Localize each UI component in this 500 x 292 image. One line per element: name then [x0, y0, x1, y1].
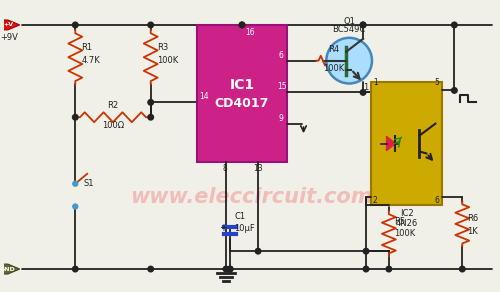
- Text: 16: 16: [245, 28, 254, 37]
- Text: Q1: Q1: [343, 17, 355, 26]
- Text: CD4017: CD4017: [215, 97, 269, 110]
- Circle shape: [364, 248, 369, 254]
- Circle shape: [148, 114, 154, 120]
- Circle shape: [73, 181, 78, 186]
- Circle shape: [228, 266, 233, 272]
- Text: 9: 9: [278, 114, 283, 123]
- Polygon shape: [0, 20, 20, 30]
- Text: +9V: +9V: [0, 33, 18, 42]
- Circle shape: [239, 22, 245, 28]
- Text: 14: 14: [200, 92, 209, 101]
- Circle shape: [148, 100, 154, 105]
- Text: +V: +V: [4, 22, 14, 27]
- Text: 5: 5: [434, 79, 440, 88]
- Text: 1: 1: [363, 84, 368, 93]
- Text: www.eleccircuit.com: www.eleccircuit.com: [130, 187, 373, 207]
- Text: BC549C: BC549C: [332, 25, 366, 34]
- Circle shape: [72, 22, 78, 28]
- Text: 10μF: 10μF: [234, 224, 255, 233]
- Text: R2: R2: [108, 101, 118, 110]
- Circle shape: [72, 266, 78, 272]
- Circle shape: [364, 266, 369, 272]
- Circle shape: [360, 22, 366, 28]
- Bar: [198, 25, 286, 162]
- Circle shape: [223, 266, 228, 272]
- Text: IC2: IC2: [400, 209, 413, 218]
- Polygon shape: [0, 264, 20, 274]
- Text: GND: GND: [0, 267, 16, 272]
- Circle shape: [360, 90, 366, 95]
- Circle shape: [228, 266, 233, 272]
- Circle shape: [148, 22, 154, 28]
- Circle shape: [386, 266, 392, 272]
- Text: R5: R5: [394, 217, 405, 226]
- Circle shape: [326, 38, 372, 84]
- Circle shape: [460, 266, 465, 272]
- Text: 13: 13: [253, 164, 262, 173]
- Polygon shape: [386, 136, 396, 151]
- Text: R3: R3: [156, 43, 168, 52]
- Text: 100K: 100K: [394, 229, 415, 238]
- Text: R4: R4: [328, 45, 340, 54]
- Circle shape: [239, 22, 245, 28]
- Circle shape: [148, 266, 154, 272]
- Text: 100Ω: 100Ω: [102, 121, 124, 130]
- Circle shape: [256, 248, 261, 254]
- Circle shape: [452, 22, 457, 28]
- Text: C1: C1: [234, 213, 245, 221]
- Text: IC1: IC1: [230, 79, 254, 93]
- Bar: [371, 83, 442, 205]
- Circle shape: [452, 88, 457, 93]
- Text: 1: 1: [373, 79, 378, 88]
- Text: 6: 6: [278, 51, 283, 60]
- Text: +: +: [219, 223, 227, 233]
- Text: S1: S1: [83, 179, 94, 188]
- Circle shape: [360, 22, 366, 28]
- Circle shape: [73, 204, 78, 209]
- Text: 4N26: 4N26: [396, 219, 418, 228]
- Text: R6: R6: [468, 214, 478, 223]
- Text: 4.7K: 4.7K: [81, 56, 100, 65]
- Text: 100K: 100K: [323, 64, 344, 73]
- Text: 15: 15: [276, 82, 286, 91]
- Text: 8: 8: [223, 164, 228, 173]
- Text: 6: 6: [434, 196, 440, 205]
- Circle shape: [72, 114, 78, 120]
- Text: 2: 2: [373, 196, 378, 205]
- Text: R1: R1: [81, 43, 92, 52]
- Text: 1K: 1K: [468, 227, 478, 236]
- Text: 100K: 100K: [156, 56, 178, 65]
